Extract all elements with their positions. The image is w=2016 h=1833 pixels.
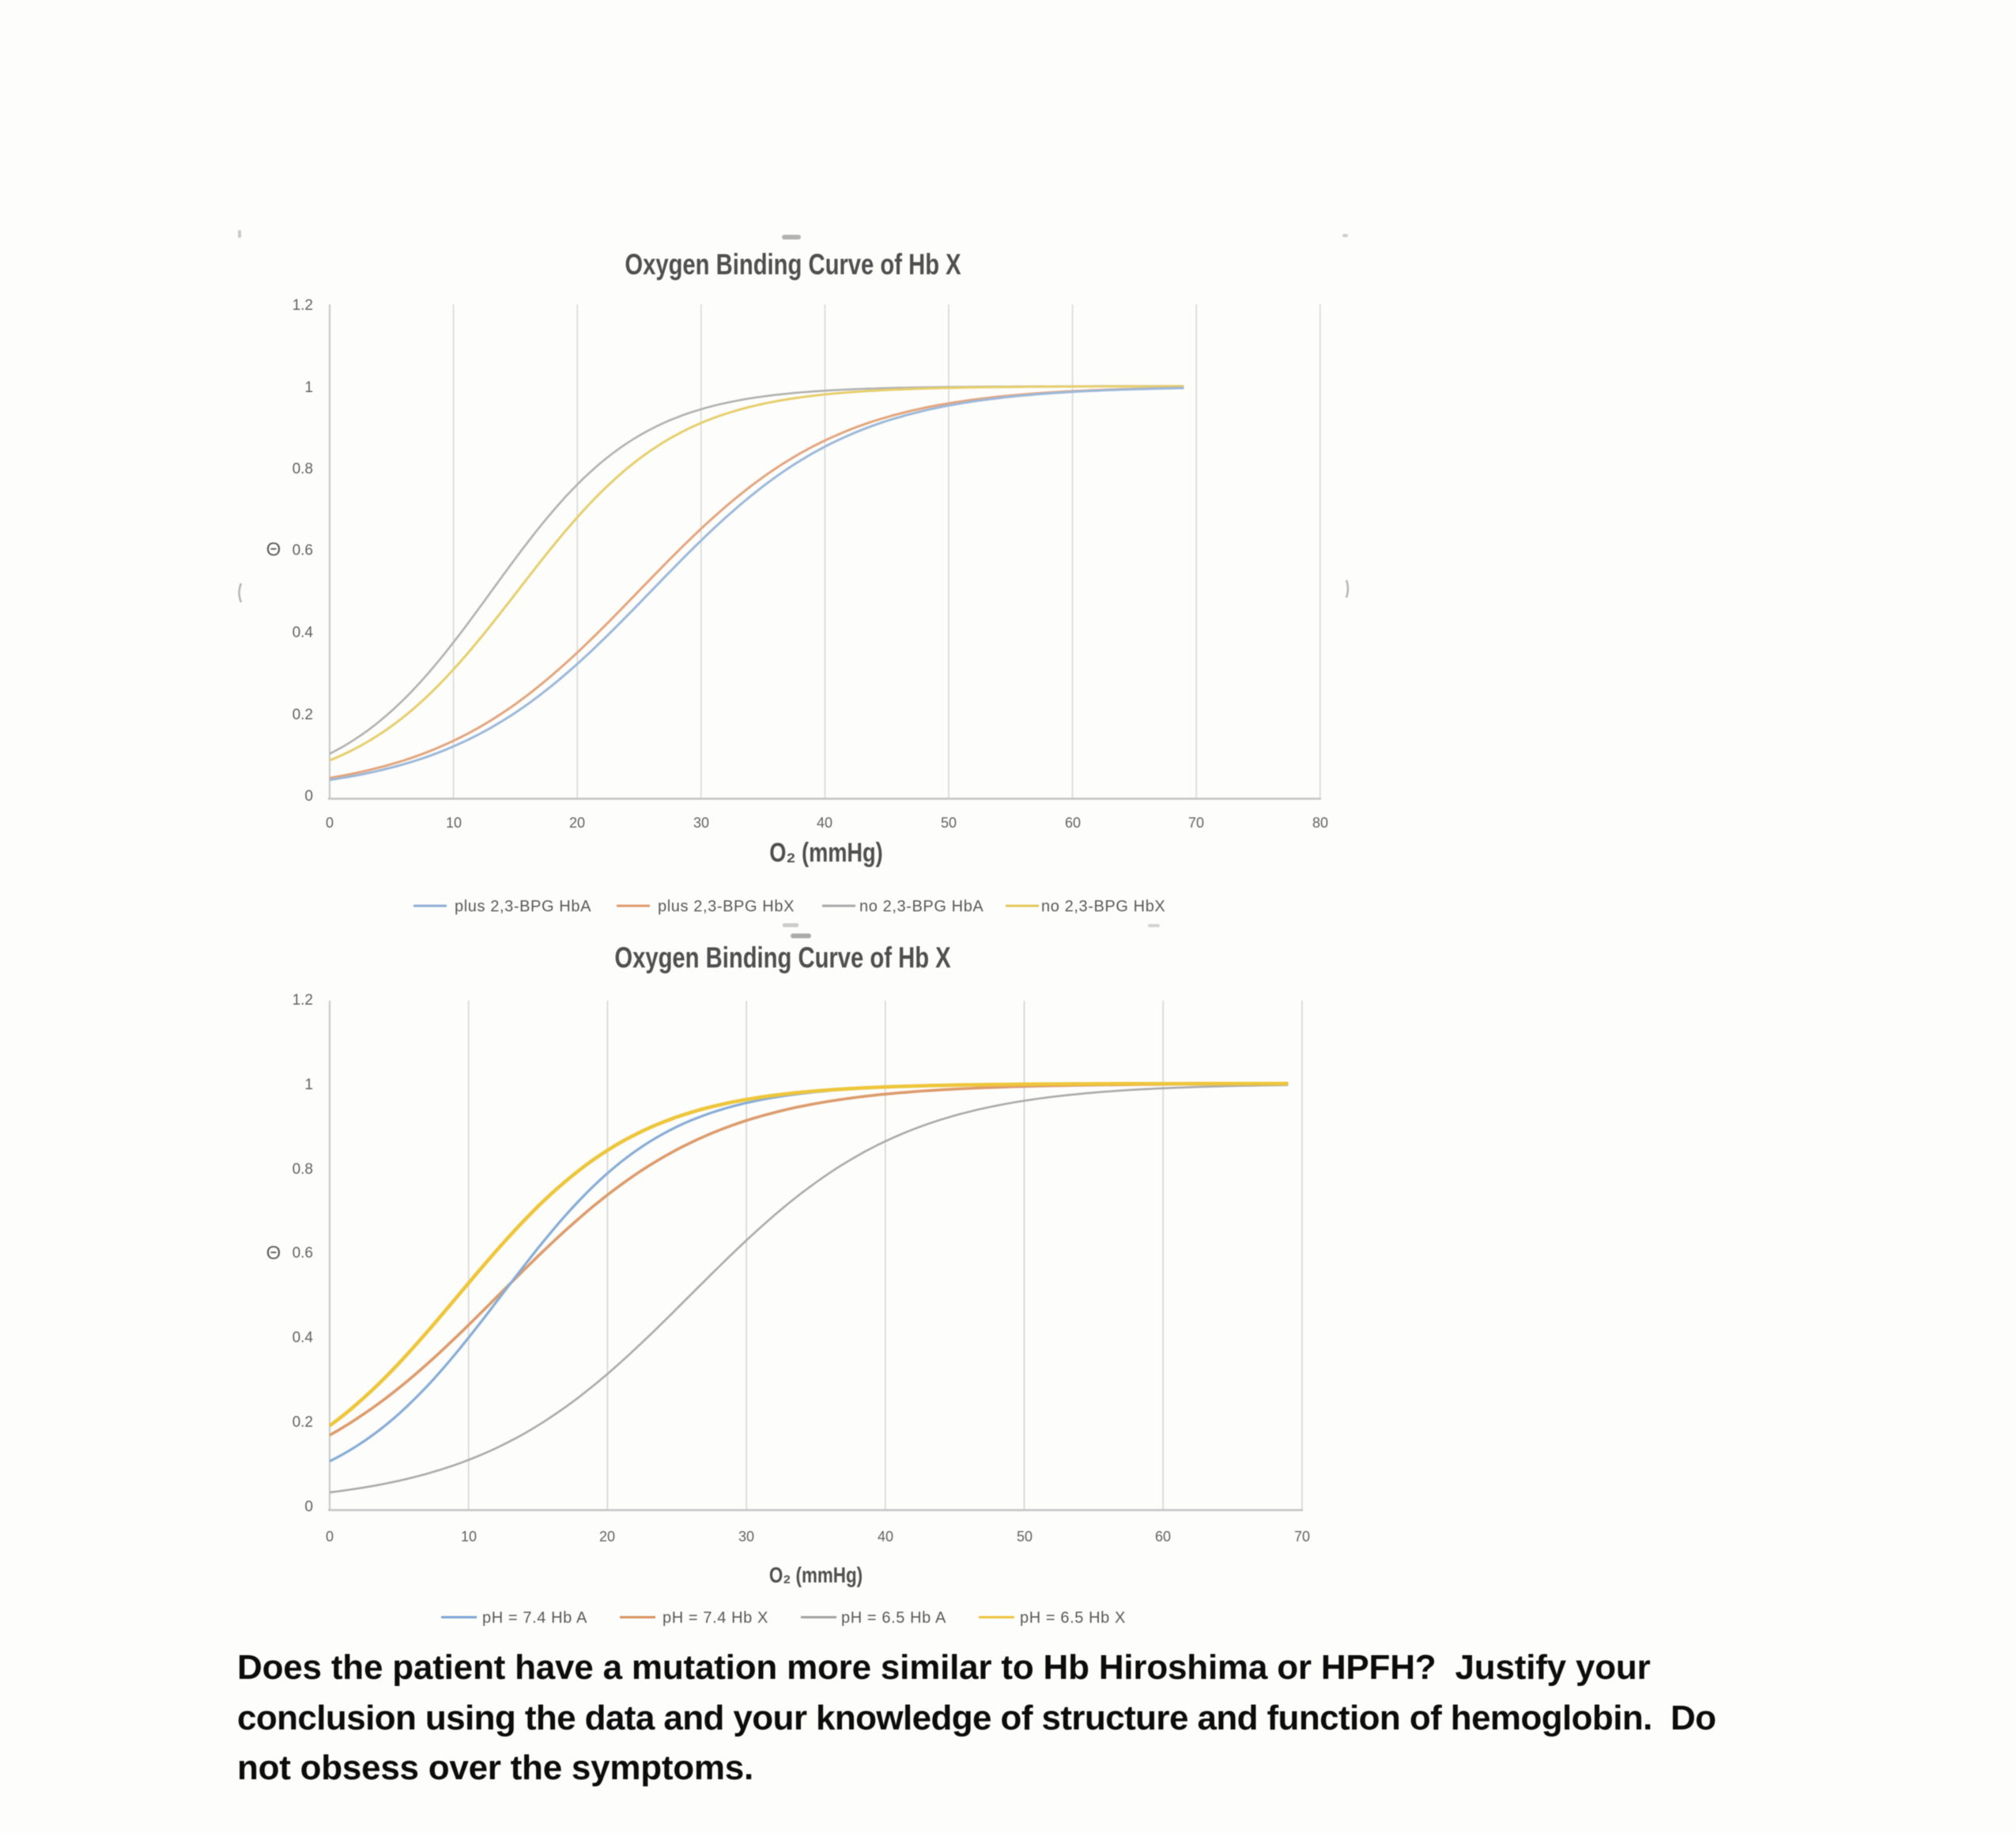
- svg-text:0: 0: [326, 815, 334, 831]
- svg-text:0.6: 0.6: [293, 542, 313, 559]
- svg-text:0.6: 0.6: [293, 1245, 313, 1262]
- svg-text:80: 80: [1312, 815, 1328, 831]
- svg-text:1: 1: [304, 379, 313, 396]
- svg-text:40: 40: [878, 1529, 893, 1544]
- svg-text:20: 20: [569, 815, 585, 831]
- svg-text:O₂ (mmHg): O₂ (mmHg): [769, 1563, 863, 1588]
- svg-text:pH = 7.4 Hb X: pH = 7.4 Hb X: [663, 1609, 768, 1627]
- svg-text:0.8: 0.8: [293, 1161, 313, 1178]
- svg-text:10: 10: [446, 815, 462, 831]
- svg-text:40: 40: [817, 815, 832, 831]
- svg-text:Oxygen Binding Curve of Hb X: Oxygen Binding Curve of Hb X: [625, 249, 961, 281]
- svg-text:1: 1: [304, 1077, 313, 1093]
- svg-text:0.4: 0.4: [293, 624, 314, 641]
- svg-text:0.2: 0.2: [293, 707, 313, 723]
- svg-text:Θ: Θ: [266, 1243, 281, 1264]
- svg-text:Θ: Θ: [266, 539, 281, 560]
- svg-text:0.2: 0.2: [293, 1414, 313, 1431]
- svg-text:1.2: 1.2: [293, 992, 313, 1009]
- svg-text:1.2: 1.2: [293, 297, 313, 314]
- svg-text:O₂ (mmHg): O₂ (mmHg): [769, 837, 882, 868]
- svg-text:0: 0: [304, 1499, 313, 1515]
- svg-text:60: 60: [1065, 815, 1081, 831]
- svg-text:no 2,3-BPG HbA: no 2,3-BPG HbA: [859, 898, 983, 915]
- svg-text:no 2,3-BPG HbX: no 2,3-BPG HbX: [1041, 898, 1165, 915]
- svg-text:Oxygen Binding Curve of Hb X: Oxygen Binding Curve of Hb X: [614, 942, 950, 975]
- svg-text:30: 30: [693, 815, 709, 831]
- svg-text:pH = 7.4 Hb A: pH = 7.4 Hb A: [482, 1609, 587, 1627]
- svg-text:20: 20: [599, 1529, 615, 1544]
- svg-text:50: 50: [1017, 1529, 1033, 1544]
- svg-text:plus 2,3-BPG HbX: plus 2,3-BPG HbX: [658, 898, 795, 915]
- svg-text:30: 30: [738, 1529, 754, 1544]
- svg-text:plus 2,3-BPG HbA: plus 2,3-BPG HbA: [455, 898, 591, 915]
- svg-text:pH = 6.5 Hb X: pH = 6.5 Hb X: [1020, 1609, 1126, 1627]
- svg-text:50: 50: [941, 815, 957, 831]
- svg-text:70: 70: [1188, 815, 1204, 831]
- svg-text:10: 10: [461, 1529, 477, 1544]
- svg-text:60: 60: [1155, 1529, 1171, 1544]
- svg-text:70: 70: [1294, 1529, 1310, 1544]
- svg-text:0.8: 0.8: [293, 461, 313, 477]
- svg-text:0.4: 0.4: [293, 1329, 314, 1346]
- svg-text:pH = 6.5 Hb A: pH = 6.5 Hb A: [841, 1609, 946, 1627]
- svg-text:0: 0: [304, 788, 313, 805]
- svg-text:0: 0: [326, 1529, 334, 1544]
